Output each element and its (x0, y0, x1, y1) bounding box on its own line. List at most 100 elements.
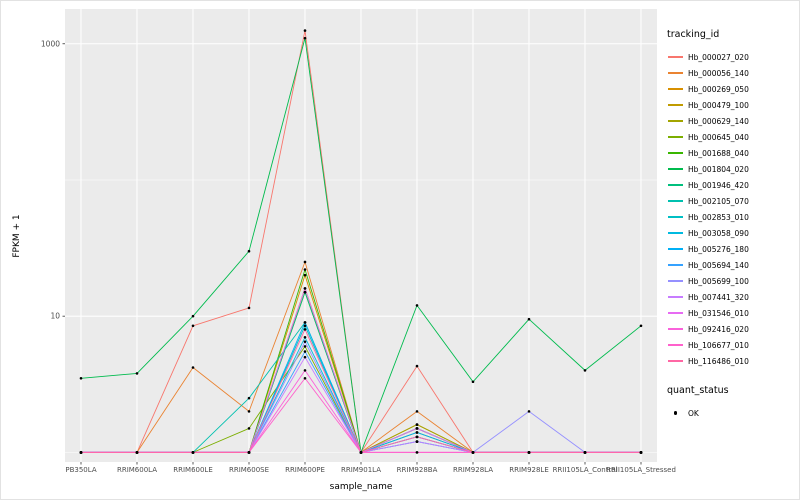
legend-item-Hb_001946_420: Hb_001946_420 (667, 177, 799, 193)
data-point (583, 451, 587, 454)
data-point (191, 366, 195, 369)
axis-tick-labels: 10 1000 PB350LA RRIM600LA RRIM600LE RRIM600SE… (41, 39, 676, 474)
y-tick-label: 10 (50, 312, 60, 321)
series-line-key-icon (667, 243, 684, 255)
legend-item-Hb_001688_040: Hb_001688_040 (667, 145, 799, 161)
data-point (639, 451, 643, 454)
legend-item-Hb_106677_010: Hb_106677_010 (667, 337, 799, 353)
legend-item-label: Hb_002853_010 (688, 212, 749, 222)
legend-item-label: Hb_000027_020 (688, 52, 749, 62)
x-tick-label: RRII105LA_Stressed (606, 466, 676, 474)
data-point (303, 287, 307, 290)
legend-item-Hb_031546_010: Hb_031546_010 (667, 305, 799, 321)
series-line-key-icon (667, 211, 684, 223)
x-tick-label: RRIM928LE (509, 466, 549, 474)
data-point (527, 410, 531, 413)
data-point (247, 410, 251, 413)
data-point (303, 350, 307, 353)
x-tick-label: PB350LA (65, 466, 96, 474)
legend-item-label: Hb_000645_040 (688, 132, 749, 142)
legend-item-Hb_000645_040: Hb_000645_040 (667, 129, 799, 145)
legend-item-Hb_005694_140: Hb_005694_140 (667, 257, 799, 273)
legend-items-tracking-id: Hb_000027_020 Hb_000056_140 Hb_000269_050 H… (667, 49, 799, 369)
legend-item-Hb_092416_020: Hb_092416_020 (667, 321, 799, 337)
legend: tracking_id Hb_000027_020 Hb_000056_140 Hb… (667, 29, 799, 421)
legend-item-label: Hb_000479_100 (688, 100, 749, 110)
data-point (471, 451, 475, 454)
legend-item-label: Hb_003058_090 (688, 228, 749, 238)
data-point (303, 29, 307, 32)
x-tick-label: RRIM600SE (229, 466, 269, 474)
series-line-key-icon (667, 275, 684, 287)
series-line-key-icon (667, 51, 684, 63)
series-line-key-icon (667, 227, 684, 239)
legend-item-label: Hb_000269_050 (688, 84, 749, 94)
axis-ticks (62, 43, 642, 465)
data-point (247, 427, 251, 430)
data-point (303, 340, 307, 343)
legend-item-label: Hb_005699_100 (688, 276, 749, 286)
series-line-key-icon (667, 323, 684, 335)
legend-item-label: Hb_031546_010 (688, 308, 749, 318)
data-point (191, 451, 195, 454)
data-point (359, 451, 363, 454)
data-point (303, 260, 307, 264)
series-line-key-icon (667, 83, 684, 95)
legend-item-Hb_000027_020: Hb_000027_020 (667, 49, 799, 65)
x-tick-label: RRII105LA_Control (553, 466, 618, 474)
legend-item-Hb_002853_010: Hb_002853_010 (667, 209, 799, 225)
series-line-key-icon (667, 195, 684, 207)
legend-item-Hb_003058_090: Hb_003058_090 (667, 225, 799, 241)
x-tick-label: RRIM928BA (397, 466, 438, 474)
data-point (191, 314, 195, 318)
series-line-key-icon (667, 147, 684, 159)
legend-item-Hb_000056_140: Hb_000056_140 (667, 65, 799, 81)
series-line-key-icon (667, 259, 684, 271)
series-line-key-icon (667, 99, 684, 111)
x-tick-label: RRIM928LA (453, 466, 493, 474)
data-point (639, 324, 643, 328)
legend-item-Hb_000629_140: Hb_000629_140 (667, 113, 799, 129)
series-line-key-icon (667, 131, 684, 143)
data-points (79, 29, 643, 454)
data-point (79, 376, 83, 380)
series-line-key-icon (667, 163, 684, 175)
x-tick-label: RRIM901LA (341, 466, 381, 474)
legend-item-Hb_001804_020: Hb_001804_020 (667, 161, 799, 177)
series-line-key-icon (667, 67, 684, 79)
data-point (135, 372, 139, 375)
data-point (415, 410, 419, 413)
data-point (191, 324, 195, 328)
data-point (135, 451, 139, 454)
legend-item-label: OK (688, 408, 699, 418)
data-point (415, 423, 419, 426)
data-point (303, 36, 307, 40)
legend-item-Hb_005276_180: Hb_005276_180 (667, 241, 799, 257)
data-point (247, 451, 251, 454)
series-line-key-icon (667, 291, 684, 303)
y-axis-title: FPKM + 1 (12, 214, 22, 258)
legend-item-Hb_002105_070: Hb_002105_070 (667, 193, 799, 209)
x-axis-title: sample_name (329, 482, 393, 492)
data-point (247, 249, 251, 253)
legend-title-quant-status: quant_status (667, 385, 729, 396)
gridlines (65, 9, 657, 462)
data-point (303, 355, 307, 359)
legend-title-tracking-id: tracking_id (667, 29, 720, 40)
data-point (415, 451, 419, 454)
data-point (527, 317, 531, 321)
legend-item-label: Hb_005694_140 (688, 260, 749, 270)
data-point (303, 328, 307, 331)
data-point (415, 364, 419, 368)
x-tick-label: RRIM600PE (285, 466, 325, 474)
legend-item-Hb_007441_320: Hb_007441_320 (667, 289, 799, 305)
data-point (303, 273, 307, 277)
legend-item-label: Hb_106677_010 (688, 340, 749, 350)
data-point (527, 451, 531, 454)
y-tick-label: 1000 (41, 39, 60, 48)
data-point (303, 376, 307, 380)
legend-item-label: Hb_001804_020 (688, 164, 749, 174)
legend-item-label: Hb_116486_010 (688, 356, 749, 366)
